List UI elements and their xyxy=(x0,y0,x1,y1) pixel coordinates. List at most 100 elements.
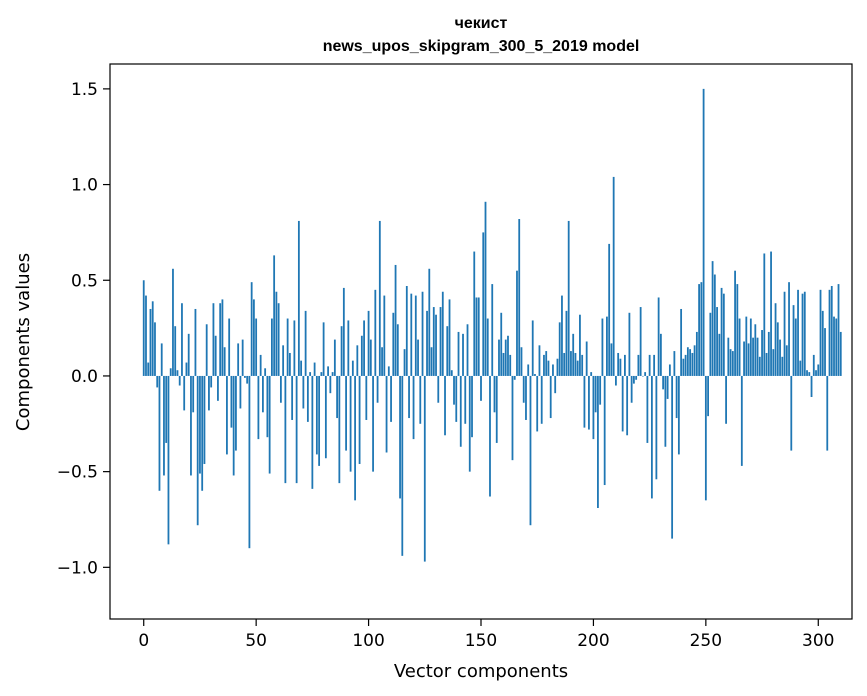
x-tick-label: 200 xyxy=(577,631,609,651)
bar-component-78 xyxy=(318,375,321,466)
x-tick-label: 250 xyxy=(690,631,722,651)
bar-component-65 xyxy=(288,352,291,376)
bar-component-189 xyxy=(567,220,570,376)
bar-component-50 xyxy=(255,318,258,376)
bar-component-300 xyxy=(817,364,820,376)
bar-component-47 xyxy=(248,375,251,549)
bar-component-244 xyxy=(691,352,694,376)
bar-component-296 xyxy=(808,372,811,376)
bar-component-202 xyxy=(597,375,599,508)
bar-component-168 xyxy=(520,347,523,376)
bar-component-137 xyxy=(450,370,453,376)
bar-component-71 xyxy=(302,375,305,409)
x-tick-label: 50 xyxy=(245,631,267,651)
bar-component-8 xyxy=(160,343,163,376)
bar-component-42 xyxy=(237,343,240,376)
bar-component-306 xyxy=(830,286,833,376)
bar-component-160 xyxy=(502,352,505,376)
bar-component-24 xyxy=(196,375,199,526)
bar-component-111 xyxy=(392,312,395,376)
bar-component-28 xyxy=(205,324,208,376)
bar-component-23 xyxy=(194,308,197,376)
bar-component-64 xyxy=(286,318,289,376)
bar-component-22 xyxy=(192,375,195,413)
chart-title-line1: чекист xyxy=(455,15,508,32)
bar-component-302 xyxy=(821,310,824,376)
bar-component-95 xyxy=(356,345,359,376)
bar-component-297 xyxy=(810,375,813,397)
bar-component-34 xyxy=(219,303,222,376)
bar-component-147 xyxy=(473,251,476,376)
bar-component-205 xyxy=(603,375,606,486)
bar-component-38 xyxy=(228,318,231,376)
bar-component-187 xyxy=(563,352,566,376)
bar-component-99 xyxy=(365,375,368,420)
bar-component-9 xyxy=(163,375,165,476)
bar-component-163 xyxy=(509,354,512,376)
bar-component-264 xyxy=(736,284,739,376)
bar-component-275 xyxy=(761,330,763,376)
bar-component-85 xyxy=(333,339,336,376)
bar-component-103 xyxy=(374,289,377,376)
bar-component-232 xyxy=(664,375,667,447)
bar-component-129 xyxy=(432,307,435,376)
bar-component-105 xyxy=(378,220,381,376)
bar-component-242 xyxy=(686,347,689,376)
bar-component-251 xyxy=(707,375,709,417)
bar-component-237 xyxy=(675,375,678,419)
bar-component-200 xyxy=(592,375,595,440)
bar-component-274 xyxy=(758,356,761,376)
bar-component-70 xyxy=(300,360,303,376)
bar-component-269 xyxy=(747,343,750,376)
bar-component-283 xyxy=(779,339,781,376)
bar-component-276 xyxy=(763,253,766,376)
bar-component-106 xyxy=(381,347,383,376)
bar-component-46 xyxy=(246,375,249,384)
bar-component-235 xyxy=(671,375,674,539)
bar-component-196 xyxy=(583,375,586,428)
bar-component-155 xyxy=(491,284,494,376)
bar-component-310 xyxy=(839,331,842,376)
x-tick-label: 150 xyxy=(465,631,497,651)
bar-component-149 xyxy=(477,297,480,376)
bar-component-132 xyxy=(439,307,442,376)
bar-component-303 xyxy=(824,328,826,376)
bar-component-194 xyxy=(579,314,581,376)
bar-component-107 xyxy=(383,295,386,376)
bar-component-157 xyxy=(495,375,498,443)
bar-component-152 xyxy=(484,201,487,376)
bar-component-123 xyxy=(419,375,422,424)
bar-component-26 xyxy=(201,375,204,491)
bar-component-165 xyxy=(513,375,516,380)
bar-component-218 xyxy=(633,375,635,384)
bar-component-12 xyxy=(169,368,172,376)
bar-component-5 xyxy=(154,322,156,376)
bar-component-286 xyxy=(785,345,788,376)
bar-component-43 xyxy=(239,375,242,409)
bar-component-241 xyxy=(684,354,687,376)
bar-component-79 xyxy=(320,372,323,376)
bar-component-96 xyxy=(358,375,361,464)
bar-component-56 xyxy=(268,375,271,474)
bar-component-224 xyxy=(646,375,649,443)
bar-component-245 xyxy=(693,345,696,376)
bar-component-183 xyxy=(554,375,557,394)
bar-component-271 xyxy=(752,337,754,376)
x-tick-label: 100 xyxy=(352,631,384,651)
bar-component-192 xyxy=(574,352,577,376)
y-tick-label: 0.5 xyxy=(71,271,98,291)
bar-component-84 xyxy=(331,372,334,376)
bar-component-216 xyxy=(628,312,631,376)
bar-component-36 xyxy=(223,347,226,376)
bar-component-151 xyxy=(482,232,485,376)
bar-component-94 xyxy=(354,375,356,501)
bar-component-220 xyxy=(637,354,640,376)
bar-component-39 xyxy=(230,375,233,428)
bar-component-126 xyxy=(426,310,428,376)
bar-component-191 xyxy=(572,333,575,376)
bar-component-20 xyxy=(187,333,190,376)
bar-component-270 xyxy=(749,318,752,376)
x-tick-label: 0 xyxy=(138,631,149,651)
bar-component-0 xyxy=(142,280,145,376)
bar-component-184 xyxy=(556,358,559,376)
